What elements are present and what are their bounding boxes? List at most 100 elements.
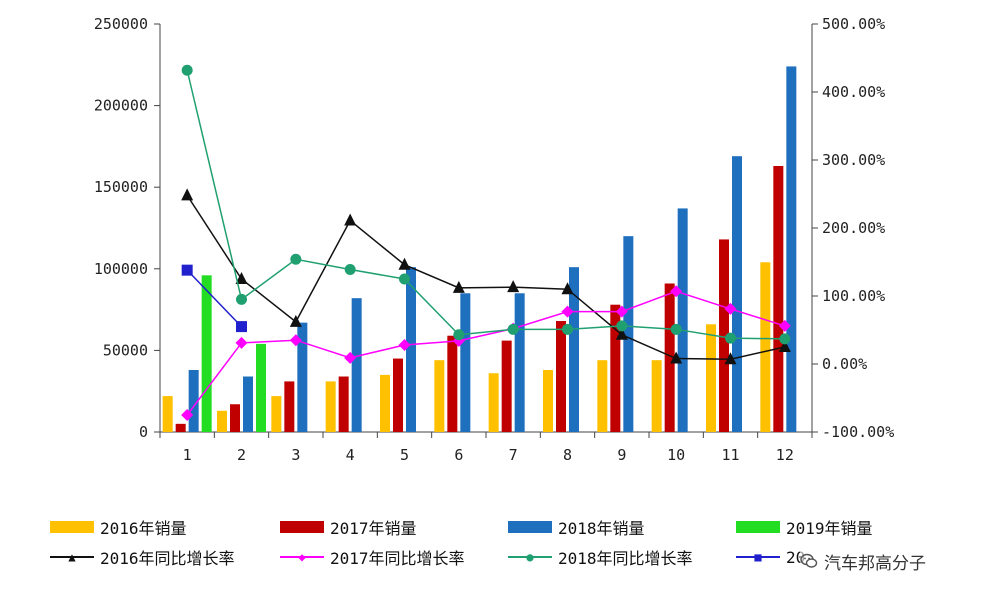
legend-item-2017-sales: 2017年销量 [280, 514, 417, 540]
point-marker [778, 340, 791, 352]
legend-swatch [280, 521, 324, 533]
point-marker [670, 323, 682, 335]
right-tick-label: 200.00% [822, 219, 885, 237]
bar [460, 293, 471, 432]
legend-line-marker: ◆ [280, 550, 324, 564]
point-marker [181, 264, 193, 276]
x-tick-label: 10 [667, 446, 685, 464]
right-tick-label: 400.00% [822, 83, 885, 101]
bar [501, 340, 512, 432]
legend-swatch [50, 521, 94, 533]
point-marker [181, 64, 193, 76]
left-tick-label: 0 [139, 423, 148, 441]
point-marker [181, 188, 194, 201]
right-tick-label: 0.00% [822, 355, 867, 373]
tick-labels: 0 50000 100000 150000 200000 250000 -100.00% 0.… [94, 15, 894, 464]
right-tick-label: 300.00% [822, 151, 885, 169]
bar [175, 423, 186, 432]
point-marker [289, 334, 302, 347]
point-marker [779, 333, 791, 345]
left-tick-label: 100000 [94, 260, 148, 278]
bar [297, 322, 308, 432]
x-tick-label: 8 [563, 446, 572, 464]
bar [597, 360, 608, 432]
left-tick-label: 150000 [94, 178, 148, 196]
combo-chart: 0 50000 100000 150000 200000 250000 -100.00% 0.… [94, 15, 894, 464]
chart-legend: 2016年销量 2017年销量 2018年销量 2019年销量 ▲ 2016年同… [50, 512, 950, 584]
watermark: 汽车邦高分子 [800, 548, 980, 574]
bar [162, 396, 173, 432]
point-marker [236, 321, 247, 333]
legend-line-marker: ■ [736, 550, 780, 564]
legend-item-2017-growth: ◆ 2017年同比增长率 [280, 544, 465, 570]
bar [217, 410, 227, 432]
bar [393, 358, 403, 432]
point-marker [724, 352, 737, 365]
left-tick-label: 50000 [103, 341, 148, 359]
point-marker [235, 336, 248, 349]
point-marker [670, 351, 683, 364]
line-series-group [181, 64, 791, 421]
bar [256, 343, 266, 432]
x-tick-label: 1 [183, 446, 192, 464]
wechat-icon [800, 553, 818, 568]
bar [773, 165, 784, 432]
chart-axes [154, 23, 818, 438]
bar [488, 373, 499, 432]
bar [230, 404, 240, 432]
bar [406, 267, 416, 432]
x-tick-label: 3 [291, 446, 300, 464]
point-marker [181, 409, 194, 421]
point-marker [399, 273, 410, 285]
x-tick-label: 12 [776, 446, 794, 464]
watermark-text: 汽车邦高分子 [824, 553, 926, 574]
bar [284, 381, 295, 432]
bar [434, 360, 445, 432]
x-tick-label: 6 [454, 446, 463, 464]
bar [188, 369, 199, 432]
bar [556, 321, 566, 432]
x-tick-label: 9 [617, 446, 626, 464]
point-marker [615, 327, 628, 340]
series-line [186, 194, 785, 360]
left-tick-label: 250000 [94, 15, 148, 33]
point-marker [290, 253, 302, 265]
point-marker [778, 319, 791, 332]
x-tick-label: 7 [509, 446, 518, 464]
bar [677, 208, 688, 432]
legend-item-2016-sales: 2016年销量 [50, 514, 187, 540]
point-marker [452, 280, 465, 293]
point-marker [615, 305, 628, 318]
bar [760, 262, 771, 432]
point-marker [507, 280, 520, 293]
legend-label: 2017年销量 [330, 519, 417, 538]
point-marker [236, 293, 247, 305]
right-tick-label: 500.00% [822, 15, 885, 33]
legend-item-2019-growth: ■ 20 [736, 544, 805, 570]
point-marker [453, 329, 465, 341]
legend-label: 2019年销量 [786, 519, 873, 538]
point-marker [289, 314, 302, 327]
bar [623, 236, 634, 432]
legend-item-2016-growth: ▲ 2016年同比增长率 [50, 544, 235, 570]
point-marker [561, 282, 574, 295]
series-line [186, 269, 243, 328]
point-marker [344, 213, 357, 226]
point-marker [616, 320, 628, 332]
legend-line-marker: ▲ [50, 550, 94, 564]
bar-series-group [162, 66, 797, 432]
bar [719, 239, 729, 432]
point-marker [235, 272, 248, 284]
legend-item-2018-sales: 2018年销量 [508, 514, 645, 540]
bar [651, 360, 662, 432]
right-tick-label: -100.00% [822, 423, 894, 441]
bar [271, 396, 282, 432]
bar [569, 267, 579, 432]
bar [543, 369, 553, 432]
bar [664, 283, 675, 432]
bar [610, 304, 621, 432]
point-marker [670, 285, 683, 298]
series-line [186, 290, 786, 416]
right-tick-label: 100.00% [822, 287, 885, 305]
bar [380, 374, 390, 432]
